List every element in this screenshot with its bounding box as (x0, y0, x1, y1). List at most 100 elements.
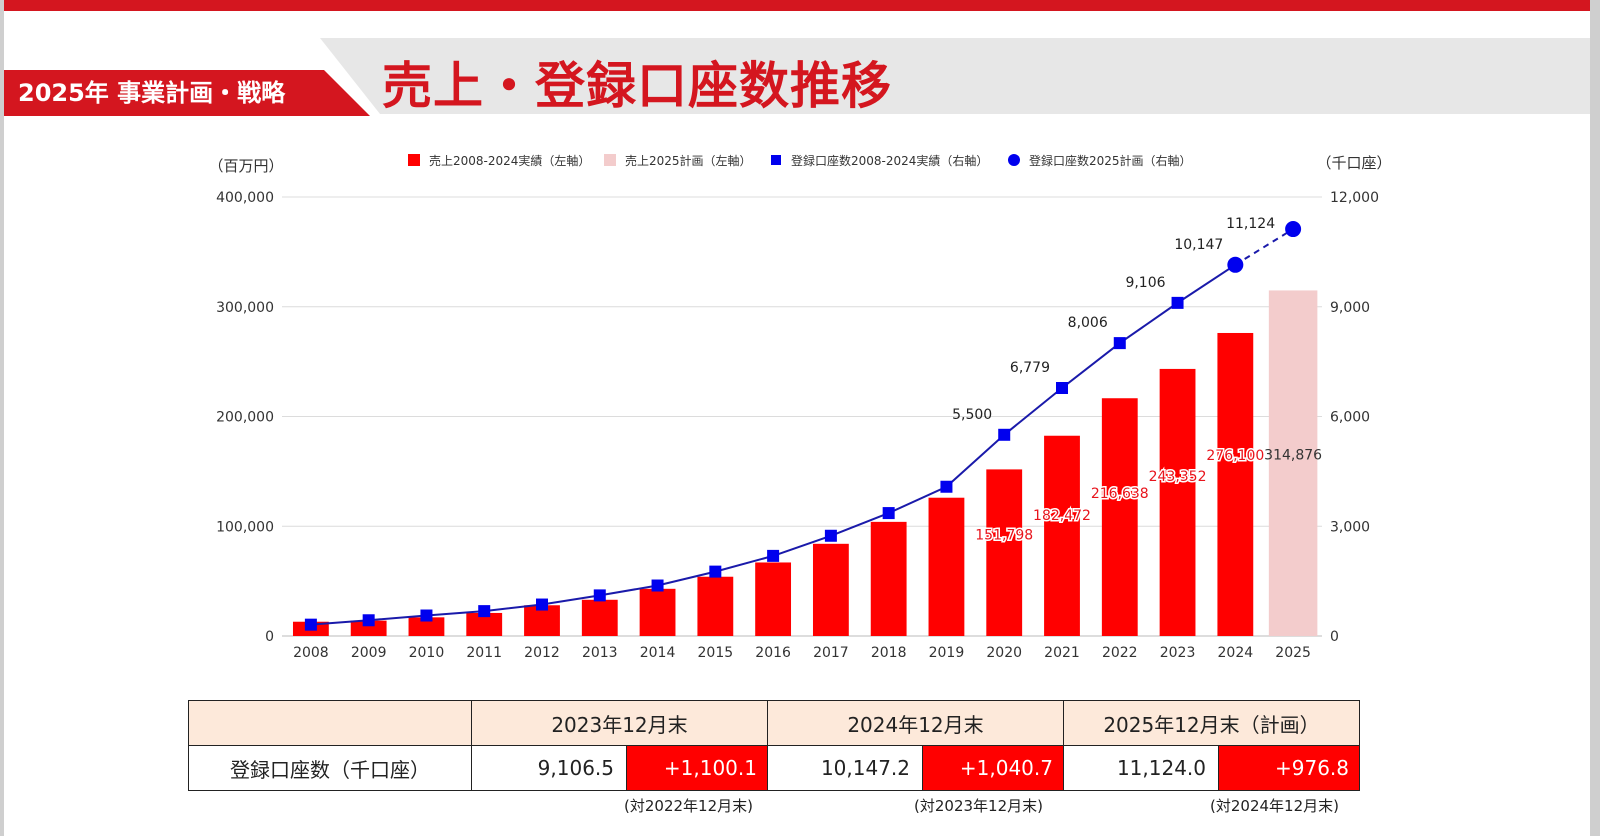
line-data-label: 8,006 (1068, 315, 1108, 331)
bar-sales-actual (1217, 332, 1254, 636)
bar-sales-actual (1101, 398, 1138, 636)
line-data-label: 6,779 (1010, 360, 1050, 376)
point-accounts-actual (593, 589, 606, 602)
table-header-row: 2023年12月末 2024年12月末 2025年12月末（計画） (188, 700, 1360, 746)
left-tick-label: 100,000 (216, 519, 274, 535)
x-tick-label: 2023 (1160, 645, 1196, 661)
table-note-2023: (対2022年12月末) (624, 797, 753, 815)
point-accounts-actual (767, 549, 780, 562)
bar-sales-actual (466, 612, 503, 636)
table-header-2025: 2025年12月末（計画） (1063, 700, 1360, 746)
right-tick-label: 9,000 (1330, 300, 1370, 316)
legend-label: 登録口座数2025計画（右軸） (1029, 153, 1192, 168)
section-badge-label: 2025年 事業計画・戦略 (18, 79, 286, 107)
table-row-label: 登録口座数（千口座） (188, 745, 472, 791)
table-header-blank (188, 700, 472, 746)
x-tick-label: 2013 (582, 645, 618, 661)
bar-sales-actual (1159, 368, 1196, 636)
bar-data-label: 276,100 (1206, 448, 1264, 464)
left-tick-label: 300,000 (216, 300, 274, 316)
right-tick-label: 3,000 (1330, 519, 1370, 535)
legend-swatch-accounts-plan (1008, 154, 1020, 166)
slide: 2025年 事業計画・戦略 売上・登録口座数推移 (4, 0, 1590, 836)
table-cell-value-2023: 9,106.5 (471, 745, 627, 791)
legend-swatch-accounts-actual (771, 155, 781, 165)
x-tick-label: 2010 (409, 645, 445, 661)
x-tick-label: 2014 (640, 645, 676, 661)
sales-accounts-chart: 0 100,000 200,000 300,000 400,000 0 3,000 6,000… (208, 153, 1391, 661)
x-tick-label: 2008 (293, 645, 329, 661)
point-accounts-actual (362, 614, 375, 627)
bar-sales-actual (870, 521, 907, 636)
table-header-2023: 2023年12月末 (471, 700, 768, 746)
legend-label: 売上2025計画（左軸） (625, 153, 752, 168)
point-accounts-actual (1056, 382, 1068, 395)
point-accounts-actual (882, 507, 895, 520)
bar-sales-actual (1044, 435, 1080, 636)
header-band (320, 38, 1590, 114)
table-cell-increase-2024: +1,040.7 (922, 745, 1064, 791)
legend-swatch-sales-actual (408, 154, 420, 166)
point-accounts-actual (420, 609, 433, 622)
point-accounts-plan (1285, 221, 1302, 238)
bar-data-label: 151,798 (975, 527, 1033, 543)
x-tick-label: 2016 (755, 645, 791, 661)
line-data-label: 9,106 (1125, 275, 1165, 291)
x-tick-label: 2015 (698, 645, 734, 661)
table-cell-value-2024: 10,147.2 (767, 745, 923, 791)
x-tick-label: 2025 (1275, 645, 1311, 661)
left-axis-label: （百万円） (208, 157, 283, 175)
legend-swatch-sales-plan (604, 154, 616, 166)
x-tick-label: 2024 (1218, 645, 1254, 661)
table-cell-increase-2023: +1,100.1 (626, 745, 768, 791)
page-title: 売上・登録口座数推移 (382, 57, 892, 115)
section-badge (4, 70, 370, 116)
right-tick-label: 0 (1330, 629, 1339, 645)
bar-sales-plan (1268, 290, 1318, 636)
point-accounts-actual (651, 579, 664, 592)
x-tick-label: 2021 (1044, 645, 1080, 661)
x-tick-label: 2012 (524, 645, 560, 661)
point-accounts-actual (940, 480, 953, 493)
point-accounts-actual (824, 529, 837, 542)
point-accounts-actual (1113, 337, 1126, 350)
x-tick-label: 2022 (1102, 645, 1138, 661)
table-cell-value-2025: 11,124.0 (1063, 745, 1219, 791)
left-tick-label: 400,000 (216, 190, 274, 206)
x-tick-label: 2009 (351, 645, 387, 661)
left-tick-label: 200,000 (216, 410, 274, 426)
bar-data-label: 243,352 (1149, 469, 1207, 485)
table-note-2025: (対2024年12月末) (1210, 797, 1339, 815)
x-tick-label: 2019 (929, 645, 965, 661)
point-accounts-actual (1171, 296, 1184, 309)
bar-sales-actual (928, 497, 965, 636)
right-tick-label: 12,000 (1330, 190, 1379, 206)
line-accounts-plan (1234, 228, 1294, 266)
point-accounts-actual (1227, 256, 1244, 273)
bar-sales-actual (408, 617, 445, 636)
point-accounts-actual (536, 598, 548, 611)
bar-data-label-plan: 314,876 (1264, 447, 1322, 463)
table-cell-increase-2025: +976.8 (1218, 745, 1360, 791)
table-header-2024: 2024年12月末 (767, 700, 1064, 746)
bar-sales-actual (755, 562, 792, 636)
bar-sales-actual (697, 576, 734, 636)
x-tick-label: 2018 (871, 645, 907, 661)
line-data-label-plan: 11,124 (1226, 216, 1275, 232)
x-tick-label: 2011 (466, 645, 502, 661)
x-tick-label: 2017 (813, 645, 849, 661)
point-accounts-actual (709, 565, 722, 578)
bar-sales-actual (812, 543, 849, 636)
bar-sales-actual (986, 469, 1023, 636)
right-axis-label: （千口座） (1316, 154, 1391, 172)
legend-label: 売上2008-2024実績（左軸） (429, 153, 590, 168)
top-accent-bar (4, 0, 1590, 11)
accounts-table: 2023年12月末 2024年12月末 2025年12月末（計画） 登録口座数（… (188, 700, 1360, 791)
right-tick-label: 6,000 (1330, 410, 1370, 426)
line-data-label: 10,147 (1174, 237, 1223, 253)
bar-data-label: 182,472 (1033, 508, 1091, 524)
point-accounts-actual (304, 618, 317, 631)
left-tick-label: 0 (265, 629, 274, 645)
point-accounts-actual (998, 428, 1011, 441)
line-data-label: 5,500 (952, 407, 992, 423)
